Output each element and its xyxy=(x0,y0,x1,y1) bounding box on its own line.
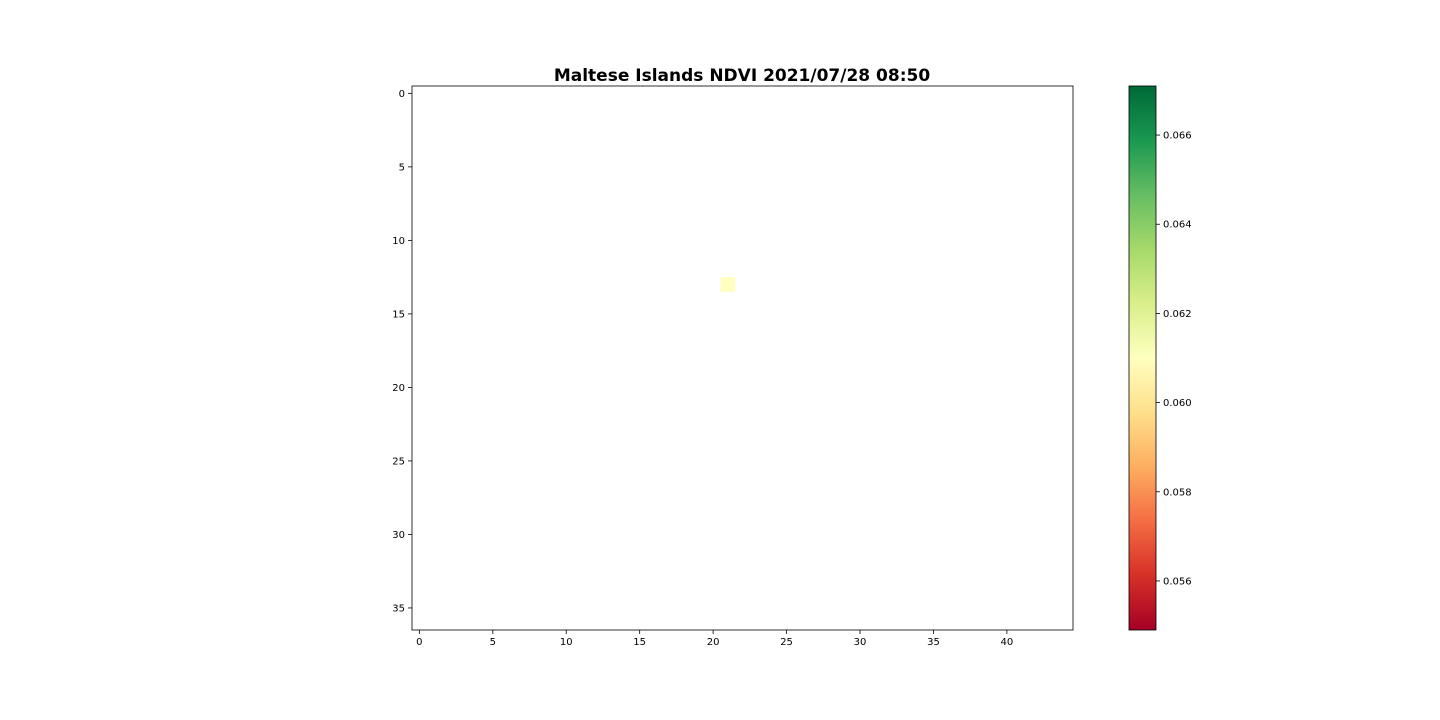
colorbar-gradient xyxy=(1128,85,1157,631)
x-tick-label: 5 xyxy=(490,637,496,648)
chart-title: Maltese Islands NDVI 2021/07/28 08:50 xyxy=(554,66,930,86)
y-tick-label: 15 xyxy=(392,309,405,320)
colorbar-tick-label: 0.062 xyxy=(1163,309,1192,320)
x-tick-label: 20 xyxy=(707,637,720,648)
y-tick-label: 30 xyxy=(392,530,405,541)
colorbar: 0.056 0.058 0.060 0.062 0.064 0.066 xyxy=(1128,85,1192,631)
x-tick-label: 30 xyxy=(854,637,867,648)
colorbar-tick-label: 0.058 xyxy=(1163,487,1192,498)
y-tick-label: 5 xyxy=(399,162,405,173)
y-tick-label: 25 xyxy=(392,456,405,467)
y-tick-label: 35 xyxy=(392,603,405,614)
x-tick-label: 15 xyxy=(633,637,646,648)
plot-background xyxy=(412,86,1073,630)
x-tick-label: 40 xyxy=(1001,637,1014,648)
x-tick-label: 10 xyxy=(560,637,573,648)
y-axis: 0 5 10 15 20 25 30 35 xyxy=(392,89,412,614)
plot-area xyxy=(411,85,1074,631)
y-tick-label: 20 xyxy=(392,383,405,394)
y-tick-label: 0 xyxy=(399,89,405,100)
x-tick-label: 25 xyxy=(780,637,793,648)
colorbar-tick-label: 0.056 xyxy=(1163,576,1192,587)
colorbar-tick-label: 0.060 xyxy=(1163,398,1192,409)
plot-frame xyxy=(411,85,1074,631)
x-tick-label: 35 xyxy=(927,637,940,648)
x-tick-label: 0 xyxy=(416,637,422,648)
y-tick-label: 10 xyxy=(392,236,405,247)
colorbar-tick-label: 0.066 xyxy=(1163,131,1192,142)
x-axis: 0 5 10 15 20 25 30 35 40 xyxy=(416,630,1013,648)
heatmap-cell xyxy=(720,277,736,292)
colorbar-tick-label: 0.064 xyxy=(1163,220,1192,231)
